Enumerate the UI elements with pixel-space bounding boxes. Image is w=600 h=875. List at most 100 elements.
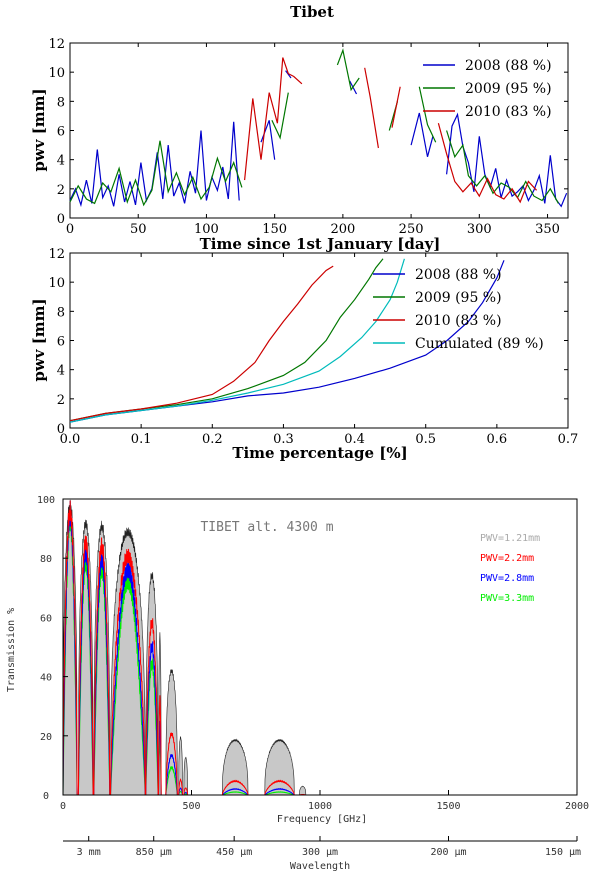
wavelength-tick-label: 200 μm <box>430 847 466 858</box>
chart3-legend: PWV=1.21mm PWV=2.2mm PWV=2.8mm PWV=3.3mm <box>480 533 540 604</box>
x-tick-label: 350 <box>535 222 560 237</box>
series-line-segment <box>69 265 334 422</box>
series-line-segment <box>364 67 379 149</box>
y-tick-label: 2 <box>57 393 65 408</box>
wavelength-tick-label: 300 μm <box>302 847 338 858</box>
chart-pwv-cumulative: 0.0 0.1 0.2 0.3 0.4 0.5 0.6 0.7 0 2 4 6 8 10 12 Time … <box>30 247 578 462</box>
wavelength-ticks: 3 mm 850 μm 450 μm 300 μm 200 μm 150 μm <box>77 836 581 858</box>
chart1-x-ticks: 0 50 100 150 200 250 300 350 <box>66 43 560 237</box>
legend-label: PWV=2.2mm <box>480 553 534 564</box>
y-tick-label: 40 <box>40 673 52 684</box>
x-tick-label: 0.6 <box>487 432 508 447</box>
chart1-series <box>69 48 568 208</box>
chart2-y-ticks: 0 2 4 6 8 10 12 <box>48 247 568 437</box>
x-tick-label: 1500 <box>436 801 460 812</box>
x-tick-label: 0.3 <box>273 432 294 447</box>
y-tick-label: 100 <box>37 495 55 506</box>
series-3 <box>69 265 334 422</box>
y-tick-label: 0 <box>43 791 49 802</box>
x-tick-label: 200 <box>330 222 355 237</box>
chart3-y-ticks: 0 20 40 60 80 100 <box>37 495 68 802</box>
series-line-segment <box>285 70 292 79</box>
x-tick-label: 0 <box>66 222 74 237</box>
y-tick-label: 10 <box>48 66 65 81</box>
legend-label: PWV=1.21mm <box>480 533 540 544</box>
legend-label: 2009 (95 %) <box>465 81 552 97</box>
legend-label: 2008 (88 %) <box>415 267 502 283</box>
x-tick-label: 100 <box>194 222 219 237</box>
series-line-segment <box>244 57 303 181</box>
series-line-segment <box>418 86 437 143</box>
chart2-legend: 2008 (88 %) 2009 (95 %) 2010 (83 %) Cumulat… <box>373 267 544 352</box>
y-tick-label: 6 <box>57 335 65 350</box>
x-tick-label: 0.4 <box>344 432 365 447</box>
series-line-segment <box>69 258 405 423</box>
y-tick-label: 8 <box>57 305 65 320</box>
chart1-xlabel: Time since 1st January [day] <box>200 235 441 253</box>
series-line-segment <box>336 48 360 92</box>
legend-label: 2008 (88 %) <box>465 58 552 74</box>
chart1-legend: 2008 (88 %) 2009 (95 %) 2010 (83 %) <box>423 58 552 120</box>
x-tick-label: 150 <box>262 222 287 237</box>
y-tick-label: 6 <box>57 125 65 140</box>
chart1-ylabel: pwv [mm] <box>30 88 48 171</box>
chart2-xlabel: Time percentage [%] <box>232 444 407 462</box>
chart3-ylabel: Transmission % <box>6 608 17 692</box>
series-line-segment <box>69 258 384 422</box>
y-tick-label: 0 <box>57 422 65 437</box>
x-tick-label: 0.7 <box>558 432 579 447</box>
y-tick-label: 12 <box>48 37 65 52</box>
x-tick-label: 0 <box>60 801 66 812</box>
chart1-title: Tibet <box>290 3 334 21</box>
series-4 <box>69 258 405 423</box>
chart2-ylabel: pwv [mm] <box>30 298 48 381</box>
y-tick-label: 10 <box>48 276 65 291</box>
legend-label: PWV=3.3mm <box>480 593 534 604</box>
legend-label: 2010 (83 %) <box>465 104 552 120</box>
x-tick-label: 0.5 <box>415 432 436 447</box>
x-tick-label: 300 <box>467 222 492 237</box>
x-tick-label: 2000 <box>565 801 589 812</box>
wavelength-tick-label: 3 mm <box>77 847 101 858</box>
chart2-x-ticks: 0.0 0.1 0.2 0.3 0.4 0.5 0.6 0.7 <box>60 253 579 447</box>
wavelength-tick-label: 450 μm <box>216 847 252 858</box>
chart3-title: TIBET alt. 4300 m <box>200 520 333 535</box>
y-tick-label: 20 <box>40 732 52 743</box>
x-tick-label: 50 <box>130 222 147 237</box>
legend-label: Cumulated (89 %) <box>415 336 544 352</box>
y-tick-label: 4 <box>57 154 65 169</box>
series-line-segment <box>69 121 240 208</box>
wavelength-axis-label: Wavelength <box>290 861 350 872</box>
chart-transmission: 0 500 1000 1500 2000 0 20 40 60 80 100 TIBET alt.… <box>6 495 589 872</box>
chart3-xlabel: Frequency [GHz] <box>277 814 367 825</box>
wavelength-tick-label: 850 μm <box>136 847 172 858</box>
legend-label: 2010 (83 %) <box>415 313 502 329</box>
y-tick-label: 2 <box>57 183 65 198</box>
chart3-x-ticks: 0 500 1000 1500 2000 <box>60 790 589 812</box>
series-3 <box>244 57 538 204</box>
x-tick-label: 0.2 <box>202 432 223 447</box>
legend-label: 2009 (95 %) <box>415 290 502 306</box>
x-tick-label: 0.0 <box>60 432 81 447</box>
y-tick-label: 60 <box>40 613 52 624</box>
legend-label: PWV=2.8mm <box>480 573 534 584</box>
x-tick-label: 250 <box>399 222 424 237</box>
y-tick-label: 12 <box>48 247 65 262</box>
series-2 <box>69 258 384 422</box>
series-line-segment <box>437 123 538 204</box>
chart-pwv-vs-day: Tibet 0 50 100 150 200 250 300 350 0 2 4 6 8 10 12 Ti… <box>30 3 569 253</box>
series-line-segment <box>271 92 289 140</box>
series-line-segment <box>446 112 568 208</box>
series-line-segment <box>391 86 401 128</box>
x-tick-label: 1000 <box>308 801 332 812</box>
y-tick-label: 4 <box>57 364 65 379</box>
y-tick-label: 0 <box>57 212 65 227</box>
y-tick-label: 80 <box>40 554 52 565</box>
series-line-segment <box>446 130 559 204</box>
y-tick-label: 8 <box>57 95 65 110</box>
chart2-series <box>69 258 505 423</box>
chart1-y-ticks: 0 2 4 6 8 10 12 <box>48 37 568 227</box>
chart1-plot-area <box>69 42 569 219</box>
x-tick-label: 0.1 <box>131 432 152 447</box>
